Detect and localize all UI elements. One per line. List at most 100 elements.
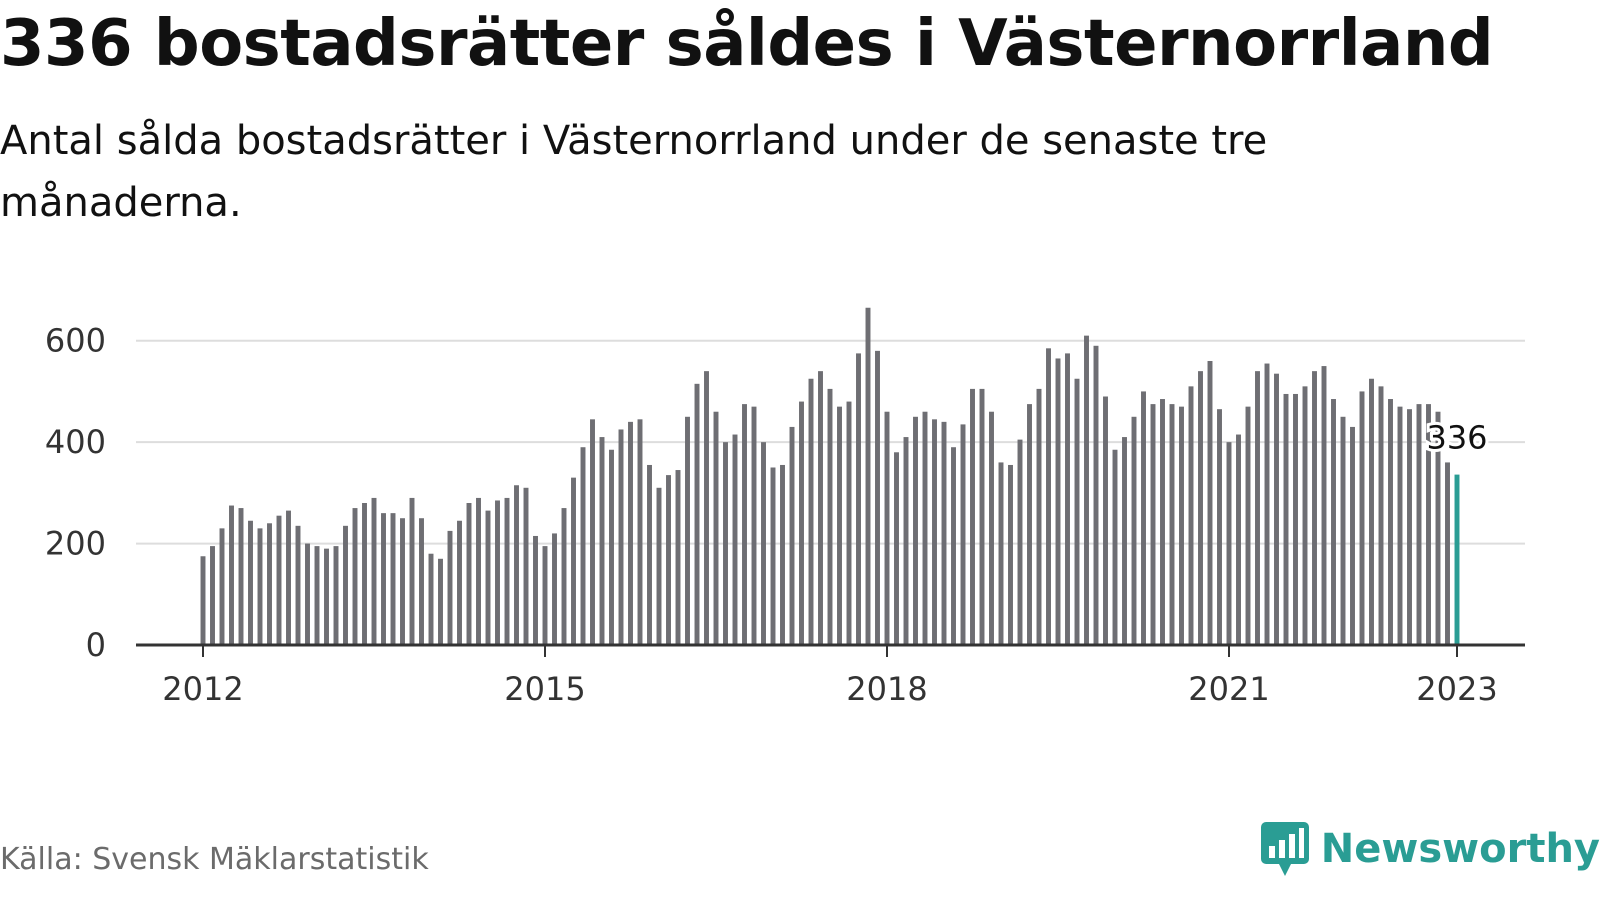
y-tick-label: 600 (45, 322, 106, 360)
bar (590, 419, 595, 645)
bar (1445, 462, 1450, 645)
bar (1359, 391, 1365, 645)
brand-logo: Newsworthy (1259, 820, 1600, 878)
bar (447, 530, 453, 645)
bar (1008, 464, 1013, 645)
x-tick-label: 2015 (504, 670, 585, 708)
bar (1112, 449, 1118, 645)
bar (846, 401, 852, 645)
bar (390, 513, 396, 645)
bar (238, 508, 244, 645)
bar (295, 525, 301, 645)
bar (1226, 442, 1232, 645)
bar (466, 503, 472, 645)
bar (1122, 437, 1127, 645)
bar (856, 353, 861, 645)
bar (1426, 404, 1431, 645)
bar (1369, 378, 1374, 645)
bar (419, 518, 424, 645)
bar (1274, 373, 1279, 645)
bar (514, 485, 519, 645)
bar (1302, 386, 1308, 645)
bar (1055, 358, 1061, 645)
bar (1207, 361, 1213, 645)
bar (1084, 335, 1089, 645)
bar (248, 520, 253, 645)
bar (675, 470, 681, 645)
bar (504, 497, 510, 645)
bar (267, 523, 272, 645)
bar (951, 447, 956, 645)
bar (1388, 399, 1393, 645)
y-tick-label: 400 (45, 423, 106, 461)
newsworthy-logo-icon (1260, 822, 1309, 876)
bar (276, 515, 282, 645)
bar (837, 406, 842, 645)
x-tick-label: 2018 (846, 670, 927, 708)
bar (476, 497, 481, 645)
bar (1141, 391, 1146, 645)
bar (333, 546, 339, 645)
bar (428, 553, 434, 645)
bar (609, 449, 614, 645)
bar (305, 543, 310, 645)
bar (1217, 409, 1222, 645)
bar (770, 467, 776, 645)
bar (1131, 416, 1137, 645)
bar (761, 442, 766, 645)
bar (229, 505, 234, 645)
bar (1378, 386, 1384, 645)
bar (979, 388, 985, 645)
bar (1065, 353, 1070, 645)
bar (1312, 371, 1317, 645)
bar (884, 411, 890, 645)
bar (286, 510, 291, 645)
y-axis-ticks: 0 200 400 600 (45, 322, 106, 664)
brand-name: Newsworthy (1320, 826, 1600, 872)
bar (314, 546, 320, 645)
bar (913, 416, 918, 645)
y-tick-label: 0 (86, 626, 106, 664)
bar (1074, 378, 1080, 645)
bar (438, 558, 443, 645)
bar (371, 497, 377, 645)
bar (1236, 434, 1241, 645)
bar (685, 416, 690, 645)
bar (789, 426, 795, 645)
bar (219, 528, 225, 645)
bar (647, 464, 652, 645)
bar (485, 510, 491, 645)
x-axis-ticks: 2012 2015 2018 2021 2023 (162, 645, 1498, 708)
bar (571, 477, 576, 645)
bar (599, 437, 605, 645)
bar (210, 546, 215, 645)
bar (1293, 393, 1298, 645)
bar (932, 419, 937, 645)
x-tick-label: 2021 (1188, 670, 1269, 708)
bar (875, 350, 880, 645)
bar (409, 497, 415, 645)
bar (352, 508, 358, 645)
bar (343, 525, 348, 645)
bar (1321, 366, 1327, 645)
chart-subtitle: Antal sålda bostadsrätter i Västernorrla… (0, 118, 1268, 226)
bar (457, 520, 462, 645)
bar (1435, 411, 1441, 645)
bar (780, 464, 785, 645)
bar (751, 406, 757, 645)
bar (381, 513, 386, 645)
bar (400, 518, 405, 645)
bar (1255, 371, 1260, 645)
bar (1416, 404, 1422, 645)
bar (1179, 406, 1184, 645)
bar (1283, 393, 1289, 645)
bar (561, 508, 567, 645)
x-tick-label: 2012 (162, 670, 243, 708)
bar (1093, 345, 1099, 645)
bar (533, 535, 538, 645)
bars (200, 307, 1460, 645)
bar (523, 487, 529, 645)
bar (1264, 363, 1270, 645)
latest-value-label: 336 (1426, 419, 1487, 457)
bar (1198, 371, 1203, 645)
